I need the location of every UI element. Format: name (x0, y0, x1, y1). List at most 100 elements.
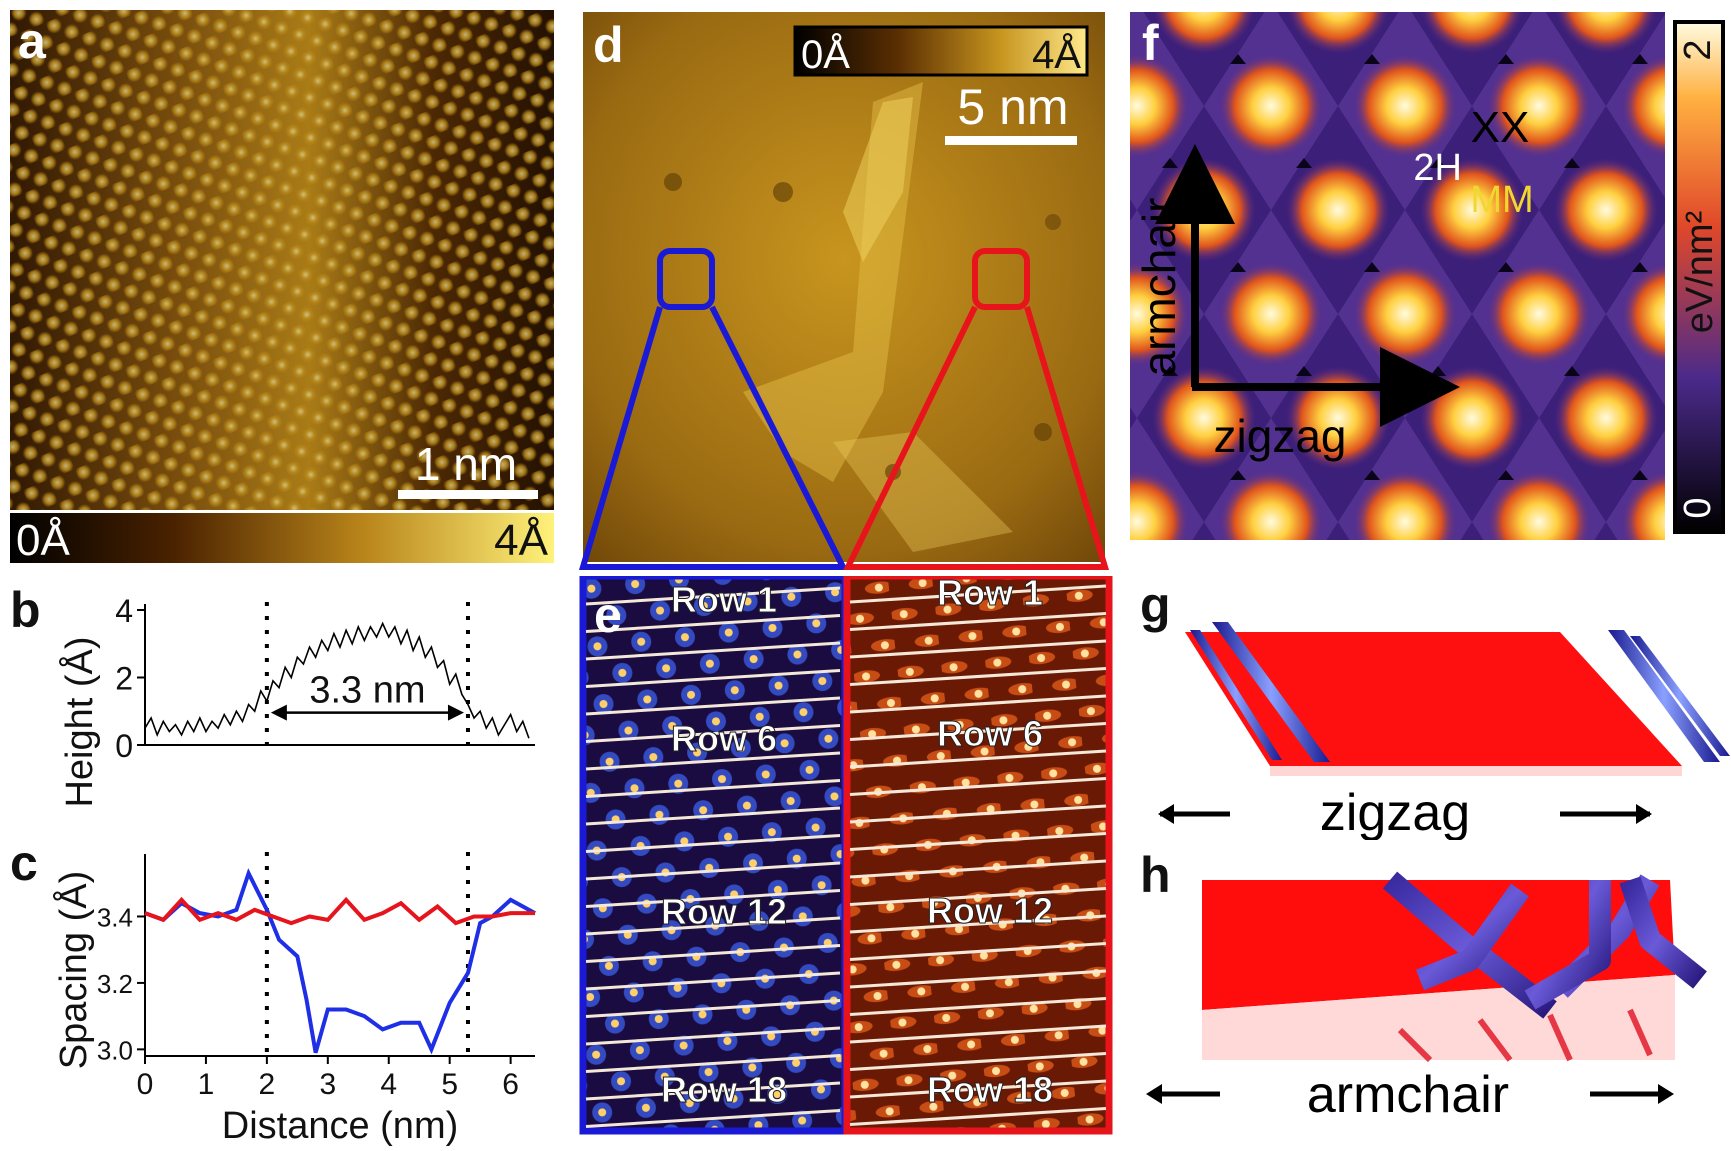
chart-c-xtick-label: 6 (502, 1068, 519, 1101)
row-line (585, 944, 841, 963)
ridge-network (1382, 871, 1707, 1019)
row-line (849, 804, 1107, 824)
chart-c-xlabel: Distance (nm) (222, 1105, 459, 1146)
label-mm: MM (1470, 179, 1533, 221)
row-line (585, 971, 841, 991)
row-label-right-6: Row 6 (937, 713, 1043, 754)
colorbar-d-max: 4Å (1032, 32, 1081, 77)
row-line (585, 696, 841, 716)
height-profile-chart: Height (Å) 0 2 4 3.3 nm (57, 593, 535, 808)
chart-c-xtick-label: 2 (259, 1068, 276, 1101)
chart-c-series-red (144, 896, 535, 926)
row-label-left-6: Row 6 (671, 718, 777, 759)
row-line (585, 916, 841, 936)
row-line (585, 586, 841, 606)
chart-b-ytick-label: 0 (115, 728, 133, 764)
label-xx: XX (1471, 103, 1530, 152)
row-line (849, 914, 1107, 934)
row-line (585, 806, 841, 826)
row-line (849, 777, 1107, 796)
stm-image-a: 1 nm 0Å 4Å (10, 10, 554, 565)
row-line (849, 612, 1107, 631)
row-label-left-12: Row 12 (661, 891, 787, 932)
row-line (849, 832, 1107, 851)
row-label-left-18: Row 18 (661, 1069, 787, 1110)
row-label-right-18: Row 18 (927, 1069, 1053, 1110)
row-image-blue (579, 572, 849, 1135)
panel-d: 0Å 4Å 5 nm d (583, 12, 1105, 562)
direction-label-g: zigzag (1320, 784, 1470, 840)
panel-f: XX 2H MM armchair zigzag 2 0 eV/nm² f (1130, 12, 1730, 542)
zoom-box-blue (657, 248, 715, 310)
chart-c-xtick-label: 4 (380, 1068, 397, 1101)
row-line (849, 749, 1107, 769)
colorbar-a (10, 513, 554, 563)
panel-label-d: d (593, 17, 624, 73)
row-line (585, 861, 841, 881)
colorbar-f-label: eV/nm² (1679, 211, 1721, 333)
panel-label-a: a (18, 13, 46, 69)
scalebar-a-label: 1 nm (415, 438, 517, 490)
row-line (849, 942, 1107, 961)
colorbar-f (1673, 20, 1725, 534)
zoom-lines-blue (578, 305, 848, 570)
colorbar-a-max: 4Å (494, 516, 548, 565)
panel-label-g: g (1140, 577, 1171, 633)
colorbar-d-min: 0Å (801, 32, 850, 77)
colorbar-f-min: 0 (1677, 497, 1719, 518)
row-line (849, 969, 1107, 989)
chart-c-ytick-label: 3.4 (97, 902, 133, 932)
panel-g: zigzag g (1130, 577, 1730, 842)
chart-b-ytick-label: 2 (115, 661, 133, 697)
chart-b-ylabel: Height (Å) (57, 636, 101, 807)
axis-label-zigzag: zigzag (1214, 410, 1347, 462)
chart-c-xtick-label: 0 (137, 1068, 154, 1101)
row-line (585, 614, 841, 633)
row-line (585, 1081, 841, 1101)
row-label-right-12: Row 12 (927, 890, 1053, 931)
label-2h: 2H (1413, 147, 1462, 189)
row-images: Row 1 Row 6 Row 12 Row 18 Row 1 Row 6 Ro… (579, 572, 1113, 1135)
stm-image-d: 0Å 4Å 5 nm (583, 12, 1105, 562)
spacing-chart: Spacing (Å) Distance (nm) 3.0 3.2 3.4 0 1 2 3 4… (51, 852, 536, 1147)
strain-model-g: zigzag (1158, 622, 1730, 842)
row-line (849, 1107, 1107, 1126)
row-line (585, 641, 841, 661)
scalebar-a (398, 490, 538, 499)
row-line (585, 1054, 841, 1073)
chart-c-series-blue (144, 868, 536, 1055)
row-line (585, 779, 841, 798)
colorbar-f-max: 2 (1677, 39, 1719, 60)
row-line (849, 859, 1107, 879)
panel-b: b Height (Å) 0 2 4 3.3 nm (0, 585, 560, 840)
energy-map-f: XX 2H MM armchair zigzag 2 0 eV/nm² (1130, 12, 1725, 540)
colorbar-d (793, 25, 1089, 77)
row-line (849, 1052, 1107, 1071)
panel-label-c: c (10, 835, 38, 891)
row-line (849, 997, 1107, 1016)
row-line (849, 1079, 1107, 1099)
row-line (585, 751, 841, 771)
axis-label-armchair: armchair (1133, 198, 1185, 377)
row-lines (585, 584, 1107, 1128)
row-label-left-1: Row 1 (671, 579, 777, 620)
row-image-red (843, 572, 1113, 1135)
panel-label-h: h (1140, 847, 1171, 903)
row-line (585, 834, 841, 853)
chart-c-xtick-label: 1 (198, 1068, 215, 1101)
zoom-lines-red (843, 305, 1110, 570)
chart-b-series-height (144, 621, 530, 739)
row-line (849, 694, 1107, 714)
row-line (849, 667, 1107, 686)
chart-c-xtick-label: 3 (319, 1068, 336, 1101)
row-line (585, 669, 841, 688)
chart-c-ylabel: Spacing (Å) (51, 871, 95, 1070)
panel-a: 1 nm 0Å 4Å a (10, 10, 554, 568)
row-line (585, 999, 841, 1018)
ridge-left-1 (1190, 630, 1282, 760)
row-line (849, 1024, 1107, 1044)
colorbar-a-min: 0Å (16, 516, 70, 565)
chart-b-annotation: 3.3 nm (309, 670, 425, 712)
chart-c-xtick-label: 5 (441, 1068, 458, 1101)
